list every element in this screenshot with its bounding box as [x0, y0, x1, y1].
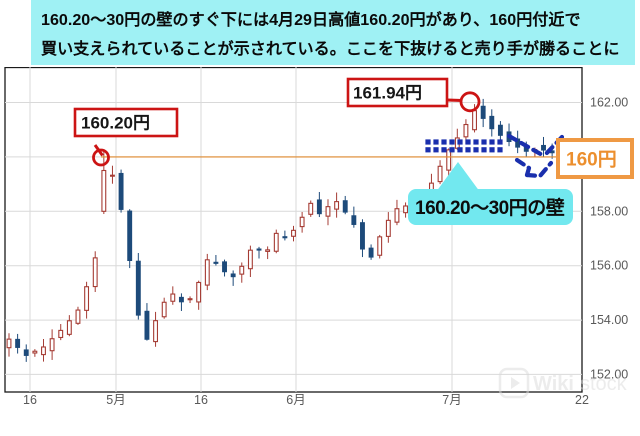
svg-text:160円: 160円	[566, 150, 617, 171]
svg-text:7月: 7月	[442, 393, 461, 407]
svg-text:5月: 5月	[106, 393, 125, 407]
svg-text:162.00: 162.00	[590, 96, 628, 110]
svg-text:156.00: 156.00	[590, 259, 628, 273]
svg-text:6月: 6月	[286, 393, 305, 407]
svg-text:16: 16	[194, 393, 208, 407]
svg-text:160.20～30円の壁: 160.20～30円の壁	[415, 196, 565, 219]
svg-text:stock: stock	[580, 373, 628, 395]
svg-text:154.00: 154.00	[590, 313, 628, 327]
svg-text:160.20円: 160.20円	[81, 114, 150, 133]
svg-text:Wiki: Wiki	[533, 373, 574, 395]
svg-text:16: 16	[23, 393, 37, 407]
svg-text:158.00: 158.00	[590, 204, 628, 218]
svg-text:161.94円: 161.94円	[353, 84, 422, 103]
svg-text:22: 22	[575, 393, 589, 407]
